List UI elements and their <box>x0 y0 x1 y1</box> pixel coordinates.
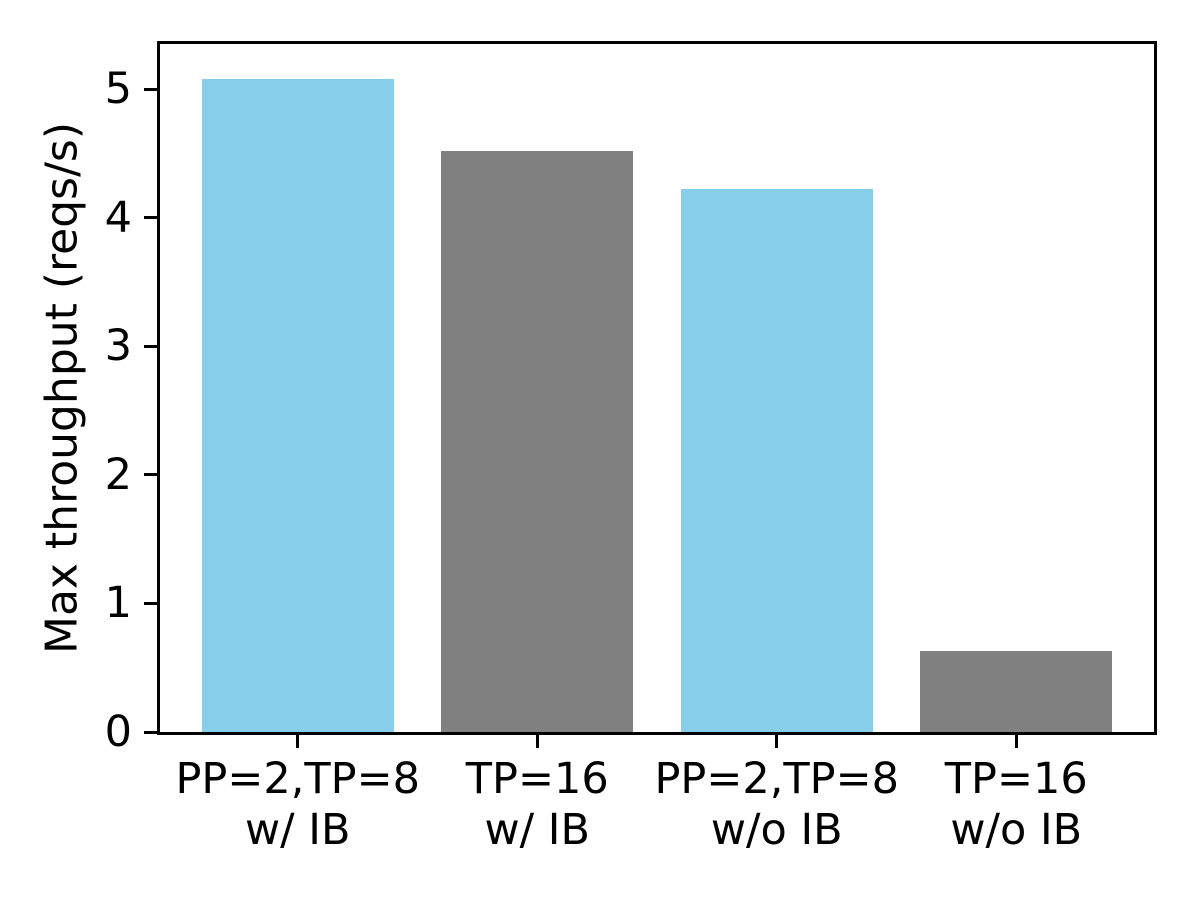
y-tick-mark <box>144 87 157 91</box>
y-tick-label: 2 <box>104 449 132 500</box>
x-tick-label: PP=2,TP=8 w/o IB <box>647 754 907 856</box>
x-tick-label-line: w/ IB <box>244 805 351 855</box>
y-tick-mark <box>144 473 157 477</box>
x-tick-mark <box>535 735 539 748</box>
bar-4 <box>920 650 1113 732</box>
bar-1 <box>201 78 394 732</box>
x-tick-mark <box>775 735 779 748</box>
x-tick-label-line: w/o IB <box>950 805 1083 855</box>
y-tick-mark <box>144 730 157 734</box>
x-tick-label-line: PP=2,TP=8 <box>175 754 420 804</box>
y-tick-mark <box>144 344 157 348</box>
x-tick-label-line: w/ IB <box>484 805 590 855</box>
y-tick-mark <box>144 216 157 220</box>
bar-3 <box>680 189 873 732</box>
x-tick-label: TP=16 w/o IB <box>886 754 1146 856</box>
x-tick-label: TP=16 w/ IB <box>407 754 667 856</box>
y-tick-mark <box>144 601 157 605</box>
bar-2 <box>441 150 634 732</box>
x-tick-label-line: TP=16 <box>944 754 1088 804</box>
y-tick-label: 5 <box>104 64 132 114</box>
x-tick-label-line: PP=2,TP=8 <box>654 754 900 804</box>
x-tick-label: PP=2,TP=8 w/ IB <box>168 754 428 856</box>
x-tick-label-line: w/o IB <box>710 805 843 855</box>
x-tick-mark <box>296 735 300 748</box>
y-tick-label: 3 <box>104 321 132 372</box>
y-tick-label: 0 <box>104 707 132 757</box>
x-tick-mark <box>1014 735 1018 748</box>
y-tick-label: 4 <box>104 192 132 243</box>
x-tick-label-line: TP=16 <box>465 754 609 804</box>
y-tick-label: 1 <box>104 578 132 629</box>
